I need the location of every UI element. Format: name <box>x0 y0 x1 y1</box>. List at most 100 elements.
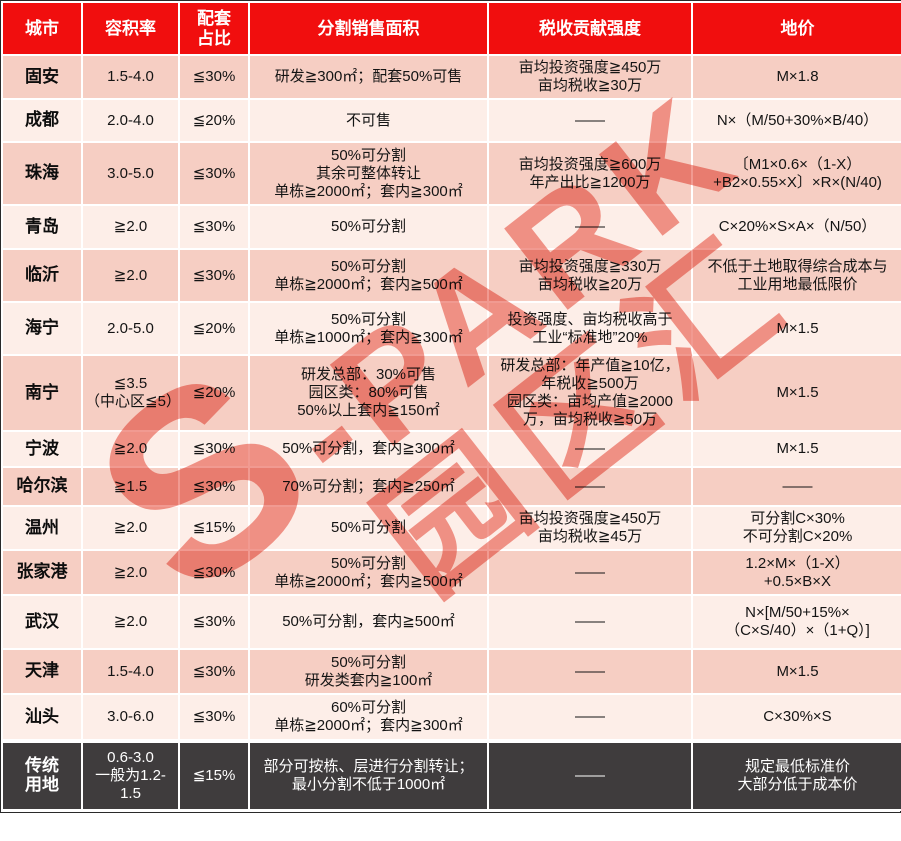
cell-city: 传统 用地 <box>1 739 83 811</box>
cell-city: 南宁 <box>1 354 83 432</box>
cell-city: 珠海 <box>1 141 83 206</box>
table-row: 温州 ≧2.0 ≦15% 50%可分割 亩均投资强度≧450万 亩均税收≧45万 可分割C… <box>1 505 901 551</box>
cell-support-ratio: ≦30% <box>178 648 250 695</box>
cell-city: 张家港 <box>1 549 83 596</box>
cell-support-ratio: ≦30% <box>178 248 250 303</box>
cell-land-price: M×1.5 <box>691 430 901 468</box>
cell-tax-contribution: —— <box>487 549 693 596</box>
cell-city: 天津 <box>1 648 83 695</box>
cell-plot-ratio: ≧2.0 <box>81 204 180 250</box>
cell-support-ratio: ≦20% <box>178 98 250 143</box>
cell-land-price: N×（M/50+30%×B/40） <box>691 98 901 143</box>
cell-tax-contribution: —— <box>487 693 693 742</box>
cell-land-price: M×1.5 <box>691 648 901 695</box>
header-tax-contribution: 税收贡献强度 <box>487 1 693 56</box>
cell-divided-sales-area: 50%可分割 单栋≧2000㎡；套内≧500㎡ <box>248 549 489 596</box>
cell-divided-sales-area: 50%可分割 <box>248 505 489 551</box>
table-row: 南宁 ≦3.5 （中心区≦5） ≦20% 研发总部：30%可售 园区类：80%可售 5… <box>1 354 901 432</box>
cell-city: 汕头 <box>1 693 83 742</box>
cell-divided-sales-area: 50%可分割 单栋≧2000㎡；套内≧500㎡ <box>248 248 489 303</box>
table-row: 固安 1.5-4.0 ≦30% 研发≧300㎡；配套50%可售 亩均投资强度≧450万 … <box>1 54 901 100</box>
cell-tax-contribution: —— <box>487 430 693 468</box>
cell-tax-contribution: —— <box>487 594 693 650</box>
table-row: 海宁 2.0-5.0 ≦20% 50%可分割 单栋≧1000㎡；套内≧300㎡ 投资强度… <box>1 301 901 356</box>
cell-tax-contribution: —— <box>487 204 693 250</box>
table-row: 临沂 ≧2.0 ≦30% 50%可分割 单栋≧2000㎡；套内≧500㎡ 亩均投资强度≧… <box>1 248 901 303</box>
cell-divided-sales-area: 50%可分割，套内≧500㎡ <box>248 594 489 650</box>
cell-support-ratio: ≦30% <box>178 549 250 596</box>
cell-city: 宁波 <box>1 430 83 468</box>
cell-land-price: M×1.5 <box>691 301 901 356</box>
header-plot-ratio: 容积率 <box>81 1 180 56</box>
cell-divided-sales-area: 50%可分割 <box>248 204 489 250</box>
cell-land-price: 规定最低标准价 大部分低于成本价 <box>691 739 901 811</box>
cell-plot-ratio: ≧2.0 <box>81 549 180 596</box>
cell-plot-ratio: ≧2.0 <box>81 430 180 468</box>
cell-support-ratio: ≦15% <box>178 505 250 551</box>
table-header: 城市 容积率 配套 占比 分割销售面积 税收贡献强度 地价 <box>1 1 901 56</box>
cell-plot-ratio: ≧2.0 <box>81 248 180 303</box>
header-divided-sales-area: 分割销售面积 <box>248 1 489 56</box>
cell-divided-sales-area: 研发总部：30%可售 园区类：80%可售 50%以上套内≧150㎡ <box>248 354 489 432</box>
cell-support-ratio: ≦30% <box>178 430 250 468</box>
table-row: 哈尔滨 ≧1.5 ≦30% 70%可分割；套内≧250㎡ —— —— <box>1 466 901 507</box>
cell-city: 武汉 <box>1 594 83 650</box>
cell-tax-contribution: —— <box>487 739 693 811</box>
cell-support-ratio: ≦15% <box>178 739 250 811</box>
table-row: 传统 用地 0.6-3.0 一般为1.2- 1.5 ≦15% 部分可按栋、层进行分割转… <box>1 739 901 811</box>
cell-divided-sales-area: 研发≧300㎡；配套50%可售 <box>248 54 489 100</box>
cell-plot-ratio: 2.0-5.0 <box>81 301 180 356</box>
header-land-price: 地价 <box>691 1 901 56</box>
cell-tax-contribution: —— <box>487 466 693 507</box>
cell-plot-ratio: 2.0-4.0 <box>81 98 180 143</box>
cell-tax-contribution: —— <box>487 98 693 143</box>
header-row: 城市 容积率 配套 占比 分割销售面积 税收贡献强度 地价 <box>1 1 901 56</box>
cell-city: 成都 <box>1 98 83 143</box>
cell-land-price: 〔M1×0.6×（1-X） +B2×0.55×X〕×R×(N/40) <box>691 141 901 206</box>
cell-plot-ratio: 0.6-3.0 一般为1.2- 1.5 <box>81 739 180 811</box>
cell-support-ratio: ≦20% <box>178 354 250 432</box>
cell-tax-contribution: 亩均投资强度≧330万 亩均税收≧20万 <box>487 248 693 303</box>
table-row: 天津 1.5-4.0 ≦30% 50%可分割 研发类套内≧100㎡ —— M×1.5 <box>1 648 901 695</box>
cell-divided-sales-area: 50%可分割 研发类套内≧100㎡ <box>248 648 489 695</box>
city-policy-table-container: 城市 容积率 配套 占比 分割销售面积 税收贡献强度 地价 固安 1.5-4.0 ≦… <box>0 0 901 813</box>
cell-land-price: C×30%×S <box>691 693 901 742</box>
cell-plot-ratio: ≦3.5 （中心区≦5） <box>81 354 180 432</box>
cell-land-price: —— <box>691 466 901 507</box>
cell-support-ratio: ≦30% <box>178 594 250 650</box>
cell-plot-ratio: 3.0-6.0 <box>81 693 180 742</box>
table-row: 汕头 3.0-6.0 ≦30% 60%可分割 单栋≧2000㎡；套内≧300㎡ —— C×… <box>1 693 901 742</box>
cell-land-price: N×[M/50+15%× （C×S/40）×（1+Q）] <box>691 594 901 650</box>
cell-plot-ratio: ≧1.5 <box>81 466 180 507</box>
cell-plot-ratio: 1.5-4.0 <box>81 648 180 695</box>
cell-support-ratio: ≦30% <box>178 466 250 507</box>
cell-city: 哈尔滨 <box>1 466 83 507</box>
cell-tax-contribution: 投资强度、亩均税收高于 工业“标准地”20% <box>487 301 693 356</box>
table-row: 张家港 ≧2.0 ≦30% 50%可分割 单栋≧2000㎡；套内≧500㎡ —— 1.2×… <box>1 549 901 596</box>
table-row: 宁波 ≧2.0 ≦30% 50%可分割，套内≧300㎡ —— M×1.5 <box>1 430 901 468</box>
table-row: 武汉 ≧2.0 ≦30% 50%可分割，套内≧500㎡ —— N×[M/50+15%× （… <box>1 594 901 650</box>
cell-city: 青岛 <box>1 204 83 250</box>
city-policy-comparison-table: 城市 容积率 配套 占比 分割销售面积 税收贡献强度 地价 固安 1.5-4.0 ≦… <box>1 1 901 811</box>
cell-support-ratio: ≦30% <box>178 54 250 100</box>
cell-land-price: M×1.8 <box>691 54 901 100</box>
cell-land-price: M×1.5 <box>691 354 901 432</box>
cell-support-ratio: ≦30% <box>178 141 250 206</box>
table-row: 珠海 3.0-5.0 ≦30% 50%可分割 其余可整体转让 单栋≧2000㎡；套内≧… <box>1 141 901 206</box>
cell-land-price: C×20%×S×A×（N/50） <box>691 204 901 250</box>
cell-plot-ratio: ≧2.0 <box>81 594 180 650</box>
cell-divided-sales-area: 50%可分割，套内≧300㎡ <box>248 430 489 468</box>
cell-plot-ratio: 1.5-4.0 <box>81 54 180 100</box>
cell-divided-sales-area: 50%可分割 其余可整体转让 单栋≧2000㎡；套内≧300㎡ <box>248 141 489 206</box>
header-support-ratio: 配套 占比 <box>178 1 250 56</box>
cell-support-ratio: ≦20% <box>178 301 250 356</box>
cell-tax-contribution: —— <box>487 648 693 695</box>
cell-plot-ratio: ≧2.0 <box>81 505 180 551</box>
cell-divided-sales-area: 70%可分割；套内≧250㎡ <box>248 466 489 507</box>
cell-support-ratio: ≦30% <box>178 204 250 250</box>
cell-city: 海宁 <box>1 301 83 356</box>
cell-land-price: 1.2×M×（1-X） +0.5×B×X <box>691 549 901 596</box>
cell-city: 固安 <box>1 54 83 100</box>
cell-tax-contribution: 亩均投资强度≧450万 亩均税收≧45万 <box>487 505 693 551</box>
cell-land-price: 不低于土地取得综合成本与 工业用地最低限价 <box>691 248 901 303</box>
